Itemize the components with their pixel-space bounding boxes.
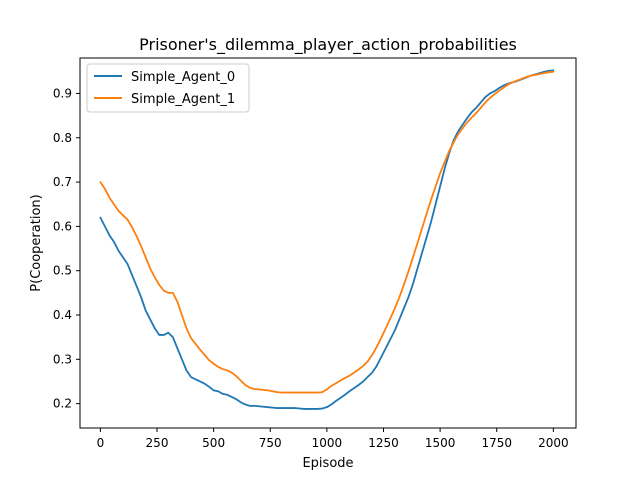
y-tick-label: 0.4 <box>53 308 72 322</box>
x-tick-label: 500 <box>202 436 225 450</box>
y-tick-label: 0.8 <box>53 131 72 145</box>
y-tick-label: 0.3 <box>53 352 72 366</box>
x-tick-label: 750 <box>259 436 282 450</box>
x-tick-label: 250 <box>146 436 169 450</box>
legend-label-simple-agent-1: Simple_Agent_1 <box>131 92 235 107</box>
legend: Simple_Agent_0 Simple_Agent_1 <box>86 63 250 113</box>
y-axis-label: P(Cooperation) <box>29 194 44 291</box>
x-tick-label: 1250 <box>368 436 399 450</box>
y-axis: 0.2 0.3 0.4 0.5 0.6 0.7 0.8 0.9 <box>53 86 80 411</box>
legend-label-simple-agent-0: Simple_Agent_0 <box>131 70 235 85</box>
x-axis: 0 250 500 750 1000 1250 1500 1750 2000 <box>97 428 569 450</box>
y-tick-label: 0.5 <box>53 264 72 278</box>
x-tick-label: 1000 <box>312 436 343 450</box>
x-tick-label: 1750 <box>481 436 512 450</box>
legend-box <box>86 63 250 113</box>
y-tick-label: 0.2 <box>53 397 72 411</box>
x-tick-label: 0 <box>97 436 105 450</box>
series-line-simple-agent-0 <box>99 69 555 410</box>
plot-area <box>99 69 555 410</box>
axes-frame <box>79 57 577 429</box>
y-tick-label: 0.9 <box>53 86 72 100</box>
series-line-simple-agent-1 <box>99 70 555 394</box>
x-tick-label: 1500 <box>425 436 456 450</box>
x-axis-label: Episode <box>302 456 353 471</box>
y-tick-label: 0.7 <box>53 175 72 189</box>
x-tick-label: 2000 <box>538 436 569 450</box>
chart-title: Prisoner's_dilemma_player_action_probabi… <box>139 35 517 55</box>
y-tick-label: 0.6 <box>53 219 72 233</box>
